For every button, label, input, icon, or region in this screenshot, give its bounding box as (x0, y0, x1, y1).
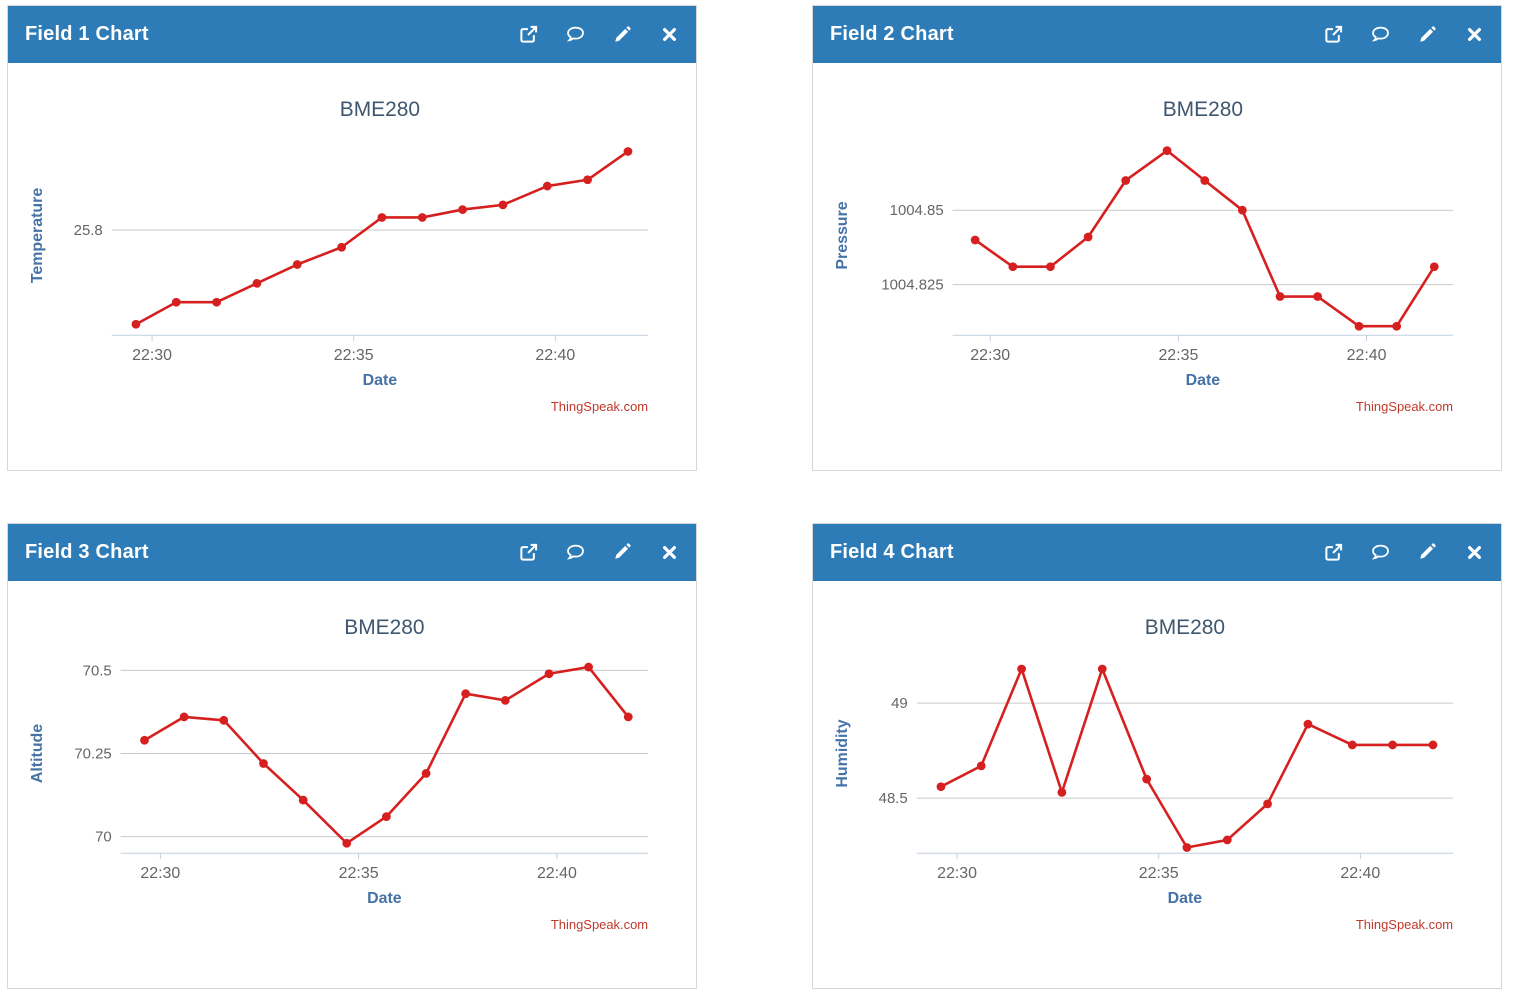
panel-title: Field 3 Chart (25, 540, 149, 563)
comment-icon[interactable] (1370, 25, 1390, 45)
chart-field3-altitude: 70.5 70.25 70 22:30 22:35 22:40 BME280 Altitude… (18, 589, 686, 978)
svg-text:22:30: 22:30 (937, 865, 977, 882)
panel-title: Field 1 Chart (25, 23, 149, 45)
svg-text:22:35: 22:35 (1158, 347, 1198, 364)
svg-text:22:35: 22:35 (334, 347, 374, 364)
panel-icon-bar (1323, 25, 1484, 45)
svg-text:22:40: 22:40 (1340, 865, 1380, 882)
panel-field1-body: 25.8 22:30 22:35 22:40 BME280 Temperature Date… (8, 63, 696, 470)
svg-text:70: 70 (95, 828, 112, 845)
svg-text:Date: Date (363, 372, 398, 389)
panel-icon-bar (1323, 542, 1484, 562)
svg-text:49: 49 (891, 695, 908, 712)
panel-field3-body: 70.5 70.25 70 22:30 22:35 22:40 BME280 Altitude… (8, 580, 696, 988)
panel-field3: Field 3 Chart 70.5 70.25 70 22:30 22:35 22:40… (7, 522, 697, 989)
svg-text:22:35: 22:35 (1139, 865, 1179, 882)
svg-text:ThingSpeak.com: ThingSpeak.com (551, 917, 648, 932)
svg-text:70.25: 70.25 (74, 745, 111, 762)
open-in-new-window-icon[interactable] (518, 25, 538, 45)
svg-text:Date: Date (1186, 372, 1221, 389)
svg-text:BME280: BME280 (344, 616, 424, 639)
svg-text:70.5: 70.5 (83, 662, 112, 679)
svg-text:22:40: 22:40 (535, 347, 575, 364)
panel-field1-header: Field 1 Chart (8, 6, 696, 63)
svg-text:ThingSpeak.com: ThingSpeak.com (551, 399, 648, 414)
panel-icon-bar (518, 542, 679, 562)
svg-text:Date: Date (367, 890, 402, 907)
svg-text:1004.825: 1004.825 (881, 277, 943, 294)
panel-title: Field 4 Chart (830, 540, 954, 563)
close-icon[interactable] (1464, 25, 1484, 45)
chart-field4-humidity: 49 48.5 22:30 22:35 22:40 BME280 Humidity Date T… (823, 589, 1491, 978)
comment-icon[interactable] (565, 25, 585, 45)
svg-text:ThingSpeak.com: ThingSpeak.com (1356, 399, 1453, 414)
panel-field2: Field 2 Chart 1004.85 1004.825 22:30 22:35 2… (812, 5, 1502, 471)
panel-field2-header: Field 2 Chart (813, 6, 1501, 63)
svg-text:22:30: 22:30 (140, 865, 180, 882)
svg-text:ThingSpeak.com: ThingSpeak.com (1356, 917, 1453, 932)
close-icon[interactable] (659, 542, 679, 562)
svg-text:Altitude: Altitude (29, 724, 46, 783)
svg-text:Date: Date (1168, 890, 1203, 907)
panel-field3-header: Field 3 Chart (8, 523, 696, 581)
edit-icon[interactable] (612, 542, 632, 562)
comment-icon[interactable] (1370, 542, 1390, 562)
edit-icon[interactable] (1417, 25, 1437, 45)
svg-text:Pressure: Pressure (834, 201, 851, 269)
panel-field4-header: Field 4 Chart (813, 523, 1501, 581)
comment-icon[interactable] (565, 542, 585, 562)
svg-text:25.8: 25.8 (74, 222, 103, 239)
svg-text:48.5: 48.5 (879, 790, 908, 807)
svg-text:Temperature: Temperature (29, 188, 46, 283)
panel-field1: Field 1 Chart 25.8 22:30 22:35 22:40 BME280 T… (7, 5, 697, 471)
svg-text:22:30: 22:30 (132, 347, 172, 364)
panel-field4: Field 4 Chart 49 48.5 22:30 22:35 22:40 BME28… (812, 522, 1502, 989)
close-icon[interactable] (659, 25, 679, 45)
edit-icon[interactable] (612, 25, 632, 45)
chart-field2-pressure: 1004.85 1004.825 22:30 22:35 22:40 BME280 Pres… (823, 71, 1491, 460)
panel-field2-body: 1004.85 1004.825 22:30 22:35 22:40 BME280 Pres… (813, 63, 1501, 470)
panel-field4-body: 49 48.5 22:30 22:35 22:40 BME280 Humidity Date T… (813, 580, 1501, 988)
edit-icon[interactable] (1417, 542, 1437, 562)
panel-title: Field 2 Chart (830, 23, 954, 45)
svg-text:1004.85: 1004.85 (890, 202, 944, 219)
open-in-new-window-icon[interactable] (518, 542, 538, 562)
svg-text:BME280: BME280 (1145, 616, 1225, 639)
chart-field1-temperature: 25.8 22:30 22:35 22:40 BME280 Temperature Date… (18, 71, 686, 460)
svg-text:22:40: 22:40 (1347, 347, 1387, 364)
svg-text:22:35: 22:35 (339, 865, 379, 882)
svg-text:BME280: BME280 (1163, 98, 1243, 121)
svg-text:22:30: 22:30 (970, 347, 1010, 364)
panel-icon-bar (518, 25, 679, 45)
svg-text:22:40: 22:40 (537, 865, 577, 882)
open-in-new-window-icon[interactable] (1323, 542, 1343, 562)
svg-text:BME280: BME280 (340, 98, 420, 121)
svg-text:Humidity: Humidity (834, 719, 851, 787)
close-icon[interactable] (1464, 542, 1484, 562)
open-in-new-window-icon[interactable] (1323, 25, 1343, 45)
